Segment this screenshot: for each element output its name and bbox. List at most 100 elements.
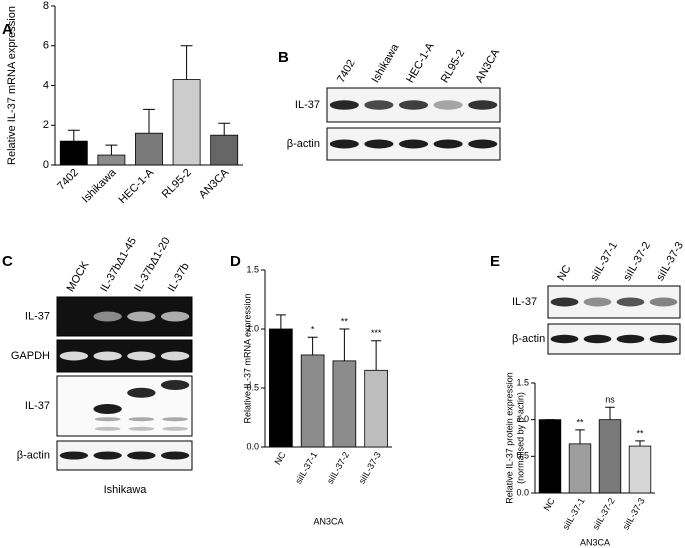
panel-letter: C xyxy=(2,253,13,270)
x-axis-label: AN3CA xyxy=(313,516,343,526)
blot-band xyxy=(433,100,463,110)
error-bar xyxy=(575,429,585,444)
y-axis-label: Relative IL-37 protein expression xyxy=(504,372,514,504)
y-tick-label: 1.0 xyxy=(246,323,259,333)
lane-label: siIL-37-2 xyxy=(621,240,653,283)
blot-band xyxy=(649,334,678,344)
lane-label: NC xyxy=(555,263,573,283)
bar xyxy=(172,79,201,166)
y-tick-label: 0.0 xyxy=(246,441,259,451)
blot-band xyxy=(468,139,498,149)
bar xyxy=(300,354,325,448)
lane-label: IL-37b xyxy=(166,261,192,294)
y-tick-label: 1.0 xyxy=(516,414,529,424)
x-tick-label: siIL-37-3 xyxy=(357,450,383,485)
blot-band xyxy=(583,297,612,307)
row-label: IL-37 xyxy=(295,99,320,111)
bar xyxy=(135,132,163,166)
bar xyxy=(568,443,592,494)
y-tick-label: 6 xyxy=(43,40,49,52)
significance-label: ** xyxy=(636,428,644,438)
row-label: β-actin xyxy=(17,449,50,461)
bar xyxy=(538,419,562,494)
error-bar xyxy=(218,122,231,136)
bar xyxy=(364,369,388,448)
blot-band xyxy=(127,451,156,460)
significance-label: *** xyxy=(371,328,382,338)
blot-band xyxy=(59,451,89,460)
blot-band xyxy=(398,139,429,149)
error-bar xyxy=(635,440,645,447)
lane-label: Ishikawa xyxy=(370,41,402,85)
lane-label: HEC-1-A xyxy=(404,40,437,85)
bar xyxy=(269,328,293,448)
bar xyxy=(210,134,239,166)
blot-band xyxy=(94,426,121,431)
blot-band xyxy=(59,351,89,361)
error-bar xyxy=(275,314,286,329)
bar xyxy=(598,419,622,494)
x-tick-label: siIL-37-1 xyxy=(561,496,587,531)
blot-band xyxy=(93,451,122,460)
blot-band xyxy=(162,426,188,431)
blot-band xyxy=(127,311,156,322)
blot-band xyxy=(433,139,463,149)
y-tick-label: 2 xyxy=(43,119,49,131)
blot-band xyxy=(364,100,394,110)
x-tick-label: siIL-37-2 xyxy=(591,496,617,531)
blot-band xyxy=(94,417,121,422)
blot-band xyxy=(616,334,645,344)
x-tick-label: AN3CA xyxy=(197,166,232,201)
y-tick-label: 0.0 xyxy=(516,487,529,497)
x-tick-label: 7402 xyxy=(55,167,81,193)
row-label: β-actin xyxy=(287,138,320,150)
blot-caption: Ishikawa xyxy=(104,484,148,496)
y-tick-label: 0.5 xyxy=(516,451,529,461)
row-label: IL-37 xyxy=(25,400,50,412)
x-tick-label: Ishikawa xyxy=(80,166,119,205)
bar xyxy=(59,140,88,166)
error-bar xyxy=(105,144,118,156)
panel-letter: A xyxy=(2,21,13,38)
row-label: GAPDH xyxy=(11,350,50,362)
error-bar xyxy=(143,108,155,134)
y-tick-label: 4 xyxy=(43,79,49,91)
x-tick-label: siIL-37-2 xyxy=(325,450,351,485)
significance-label: ** xyxy=(341,316,349,326)
error-bar xyxy=(605,406,615,420)
blot-band xyxy=(128,426,155,431)
error-bar xyxy=(67,129,80,142)
blot-band xyxy=(329,100,359,110)
row-label: IL-37 xyxy=(25,310,50,322)
y-tick-label: 0.5 xyxy=(246,382,259,392)
blot-band xyxy=(93,404,122,414)
blot-band xyxy=(160,451,190,460)
x-tick-label: HEC-1-A xyxy=(117,166,157,206)
y-tick-label: 1.5 xyxy=(516,377,529,387)
blot-band xyxy=(128,417,155,422)
blot-band xyxy=(127,351,156,361)
x-tick-label: RL95-2 xyxy=(160,167,194,201)
error-bar xyxy=(339,328,350,361)
y-tick-label: 0 xyxy=(43,159,49,171)
blot-band xyxy=(93,351,122,361)
blot-band xyxy=(93,311,122,322)
blot-band xyxy=(364,139,394,149)
significance-label: * xyxy=(311,325,315,335)
blot-band xyxy=(649,297,678,307)
blot-band xyxy=(160,351,190,361)
lane-label: MOCK xyxy=(65,259,92,294)
x-axis-label: AN3CA xyxy=(580,537,610,547)
blot-band xyxy=(398,100,429,110)
lane-label: siIL-37-3 xyxy=(654,240,685,283)
lane-label: 7402 xyxy=(335,58,358,85)
x-tick-label: siIL-37-1 xyxy=(293,450,319,485)
x-tick-label: siIL-37-3 xyxy=(621,496,647,531)
y-tick-label: 1.5 xyxy=(246,264,259,274)
y-axis-label: (normalised by β-actin) xyxy=(515,392,525,484)
blot-band xyxy=(162,417,188,422)
y-axis-label: Relative IL-37 mRNA expression xyxy=(242,293,252,423)
blot-band xyxy=(583,334,612,344)
blot-band xyxy=(550,297,579,307)
